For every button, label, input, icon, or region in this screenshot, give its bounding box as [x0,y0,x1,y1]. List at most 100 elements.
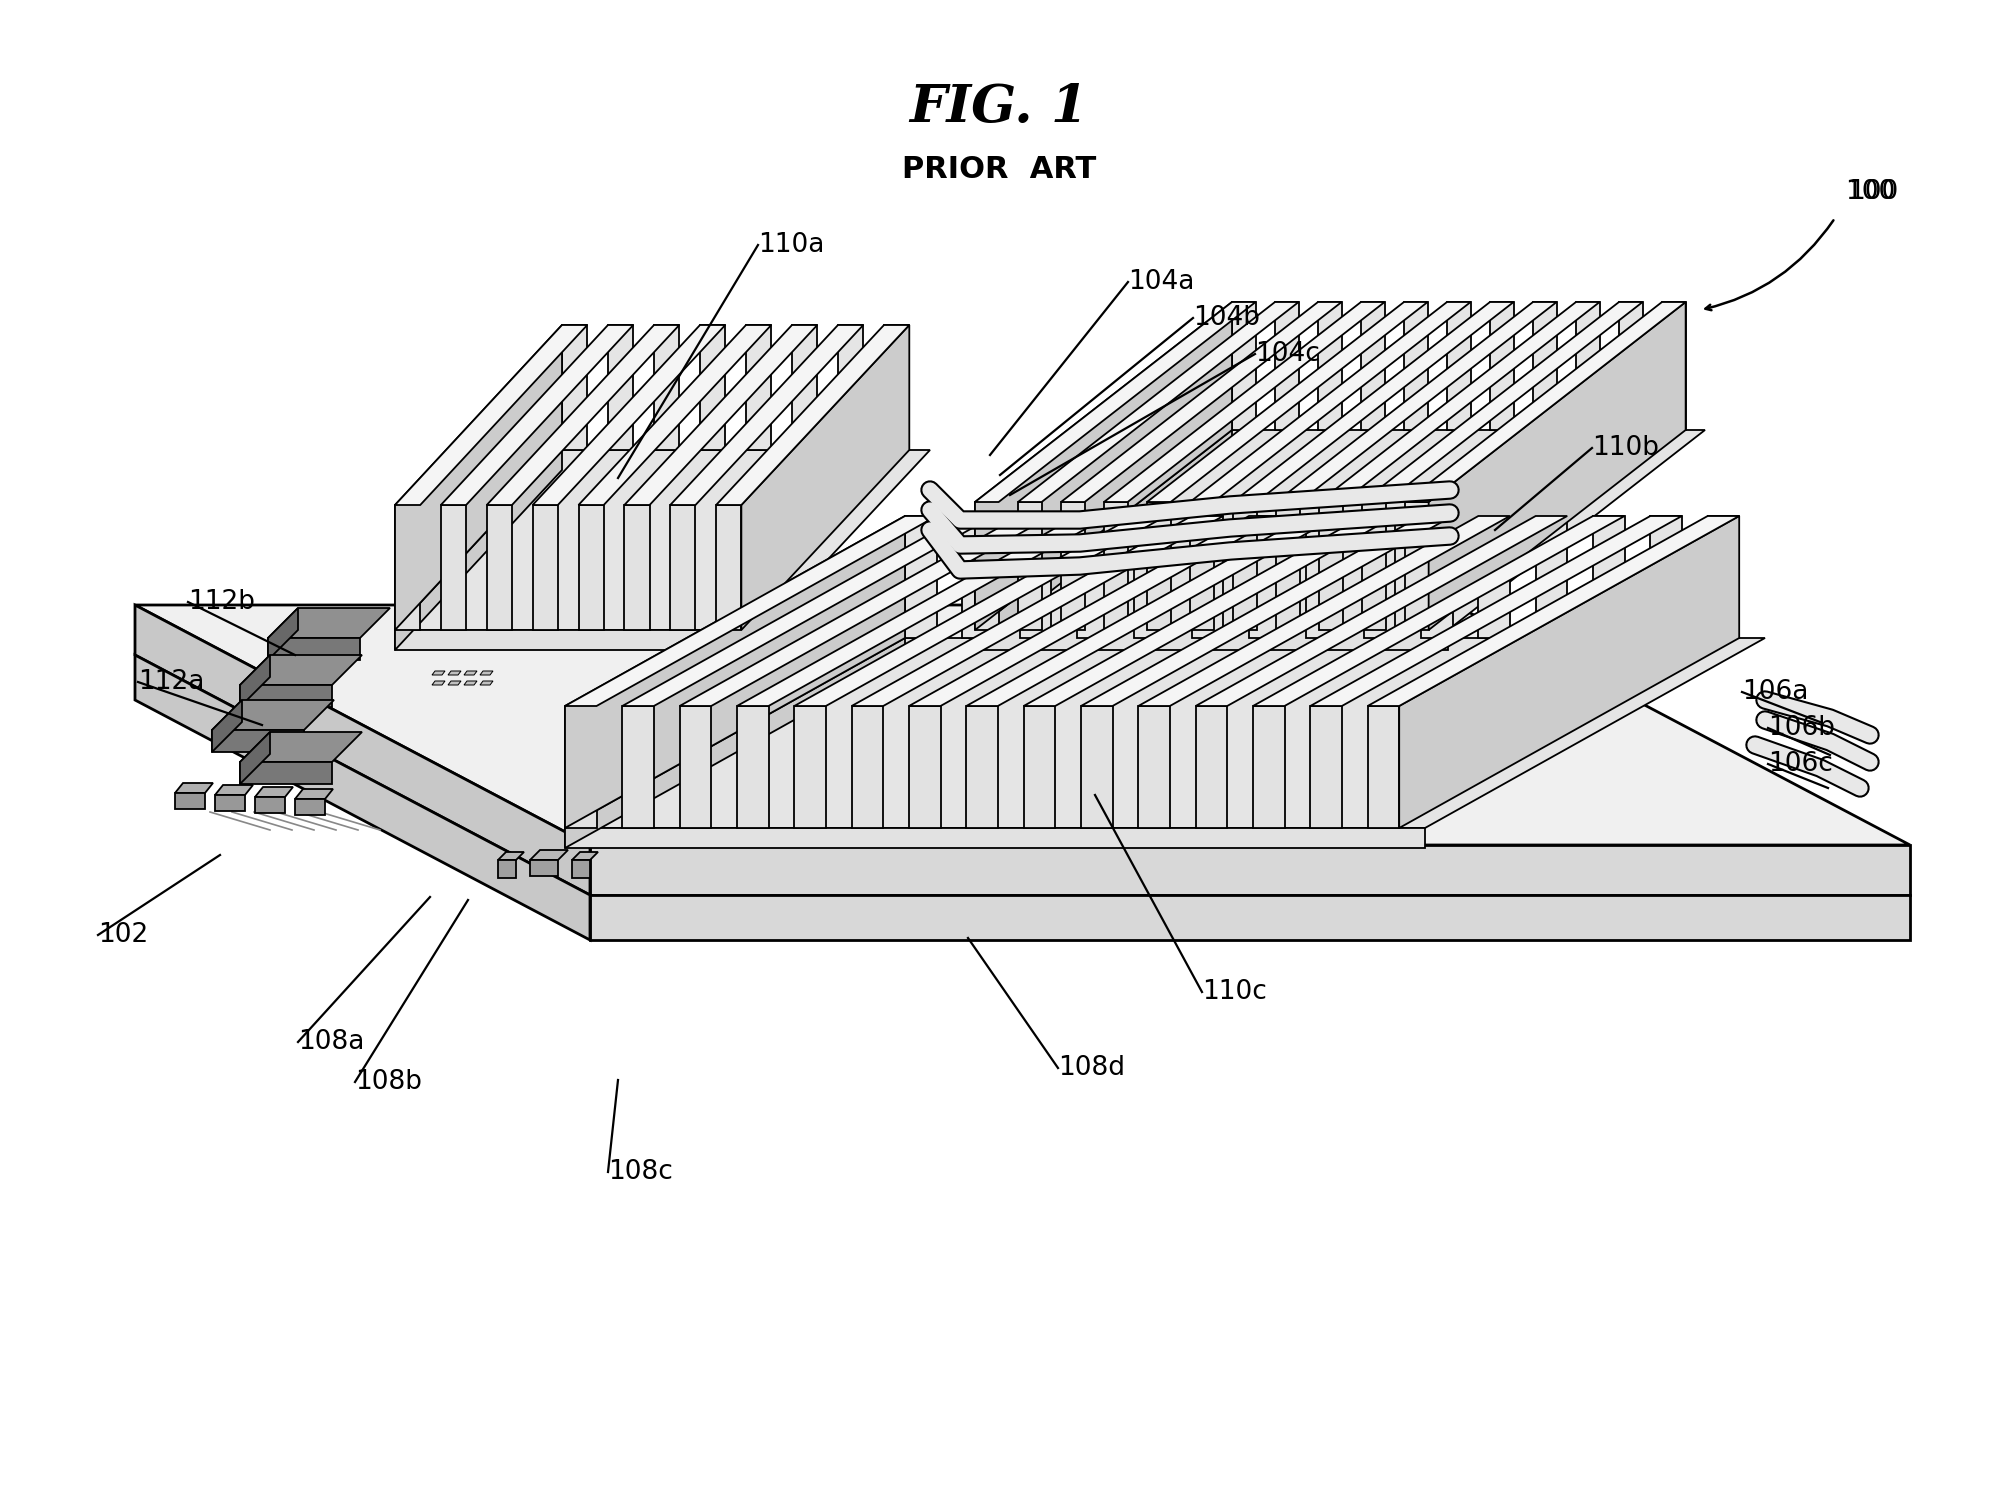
Polygon shape [1249,517,1281,639]
Polygon shape [136,605,589,895]
Polygon shape [448,681,462,685]
Polygon shape [715,505,741,630]
Polygon shape [565,828,1425,848]
Polygon shape [396,325,561,630]
Polygon shape [621,517,993,706]
Polygon shape [905,517,937,639]
Polygon shape [480,672,494,675]
Polygon shape [565,706,597,828]
Text: 104b: 104b [1193,306,1261,331]
Polygon shape [1081,706,1113,828]
Polygon shape [975,630,1449,651]
Text: 100: 100 [1844,179,1896,205]
Polygon shape [967,706,997,828]
Polygon shape [1319,303,1600,501]
Polygon shape [571,860,589,878]
Polygon shape [216,795,246,812]
Text: 110c: 110c [1203,979,1267,1005]
Polygon shape [240,732,362,762]
Polygon shape [1429,303,1686,630]
Polygon shape [699,325,725,450]
Polygon shape [565,639,905,848]
Text: 100: 100 [1848,179,1898,205]
Polygon shape [1191,517,1223,639]
Text: 110a: 110a [757,232,825,258]
Polygon shape [136,655,589,940]
Polygon shape [1191,501,1213,630]
Polygon shape [533,505,557,630]
Polygon shape [296,800,326,815]
Polygon shape [240,762,332,785]
Polygon shape [669,505,695,630]
Polygon shape [679,517,1051,706]
Polygon shape [396,630,761,651]
Text: 108c: 108c [607,1160,673,1185]
Polygon shape [396,325,587,505]
Polygon shape [1081,517,1453,706]
Polygon shape [1311,517,1682,706]
Polygon shape [256,788,294,797]
Polygon shape [1147,501,1171,630]
Text: 108b: 108b [356,1069,422,1095]
Polygon shape [565,639,1764,828]
Polygon shape [679,706,711,828]
Polygon shape [1361,303,1385,431]
Polygon shape [1275,303,1299,431]
Polygon shape [1536,517,1566,639]
Polygon shape [480,681,494,685]
Polygon shape [1369,706,1399,828]
Polygon shape [240,685,332,706]
Polygon shape [1061,501,1085,630]
Polygon shape [571,852,597,860]
Text: 108a: 108a [298,1029,364,1056]
Polygon shape [1135,517,1167,639]
Polygon shape [669,325,863,505]
Polygon shape [1650,517,1682,639]
Polygon shape [975,303,1233,630]
Polygon shape [488,505,511,630]
Polygon shape [1023,706,1055,828]
Polygon shape [1019,517,1051,639]
Polygon shape [1233,501,1257,630]
Polygon shape [1405,501,1429,630]
Polygon shape [909,706,941,828]
Polygon shape [1319,303,1341,431]
Text: 108d: 108d [1059,1056,1125,1081]
Polygon shape [623,325,817,505]
Polygon shape [621,706,653,828]
Polygon shape [529,849,567,860]
Polygon shape [1479,517,1510,639]
Polygon shape [1233,303,1514,501]
Polygon shape [565,517,937,706]
Polygon shape [851,517,1223,706]
Polygon shape [1233,303,1255,431]
Polygon shape [1708,517,1738,639]
Polygon shape [1532,303,1556,431]
Polygon shape [529,860,557,876]
Polygon shape [883,325,909,450]
Polygon shape [1405,303,1429,431]
Text: 104a: 104a [1129,270,1195,295]
Polygon shape [488,325,679,505]
Text: FIG. 1: FIG. 1 [909,81,1089,133]
Polygon shape [963,517,993,639]
Polygon shape [1618,303,1642,431]
Polygon shape [1077,517,1109,639]
Polygon shape [442,325,633,505]
Polygon shape [1491,303,1514,431]
Polygon shape [240,655,270,706]
Polygon shape [1576,303,1600,431]
Polygon shape [212,700,242,751]
Polygon shape [1319,501,1343,630]
Polygon shape [1307,517,1339,639]
Polygon shape [464,681,478,685]
Polygon shape [1019,303,1299,501]
Polygon shape [432,672,446,675]
Polygon shape [176,794,206,809]
Polygon shape [533,325,725,505]
Polygon shape [741,325,909,630]
Polygon shape [176,783,214,794]
Polygon shape [975,431,1233,651]
Polygon shape [256,797,286,813]
Polygon shape [1311,706,1343,828]
